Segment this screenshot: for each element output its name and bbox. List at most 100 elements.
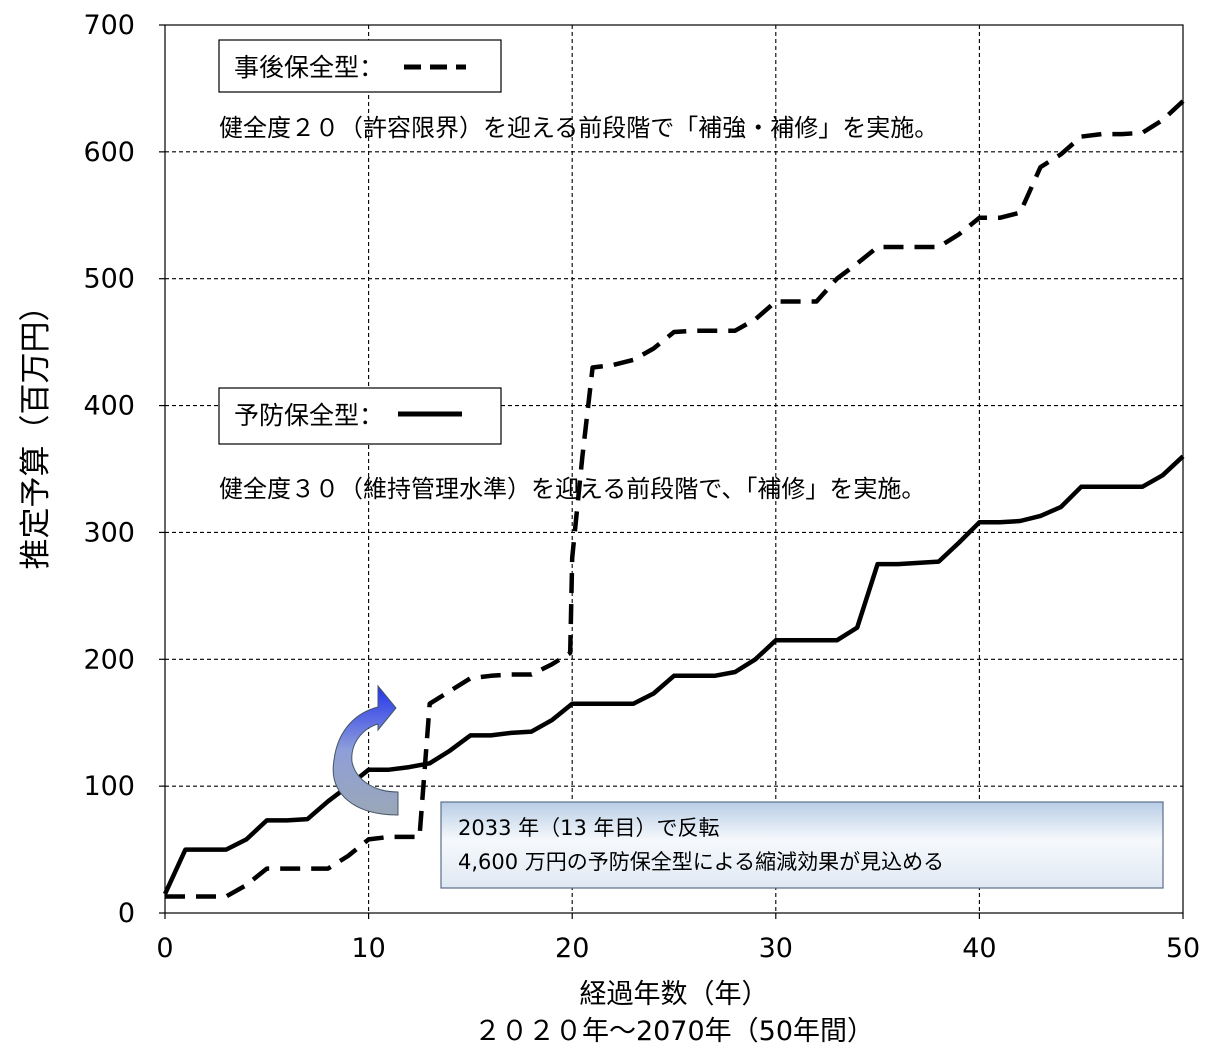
data-point — [530, 673, 534, 677]
data-point — [550, 718, 554, 722]
data-point — [387, 835, 391, 839]
data-point — [183, 848, 187, 852]
legend-label-prev: 予防保全型： — [234, 401, 384, 430]
data-point — [407, 835, 411, 839]
legend-box-post — [218, 39, 502, 93]
x-tick-label: 30 — [759, 933, 793, 964]
data-point — [611, 702, 615, 706]
data-point — [428, 761, 432, 765]
data-point — [1079, 135, 1083, 139]
data-point — [835, 277, 839, 281]
data-point — [387, 768, 391, 772]
data-point — [672, 330, 676, 334]
data-point — [692, 674, 696, 678]
data-point — [672, 674, 676, 678]
crossover-arrow-icon — [332, 684, 399, 816]
y-tick-label: 100 — [83, 771, 135, 802]
data-point — [407, 765, 411, 769]
data-point — [591, 702, 595, 706]
y-tick-label: 300 — [83, 517, 135, 548]
data-point — [509, 673, 513, 677]
y-tick-label: 600 — [83, 137, 135, 168]
x-tick-label: 0 — [156, 933, 173, 964]
data-point — [448, 689, 452, 693]
data-point — [418, 835, 422, 839]
data-point — [692, 329, 696, 333]
data-point — [916, 561, 920, 565]
y-tick-label: 0 — [118, 898, 135, 929]
data-point — [937, 245, 941, 249]
data-point — [1079, 485, 1083, 489]
crossover-note-line1: 2033 年（13 年目）で反転 — [458, 816, 720, 840]
data-point — [1018, 519, 1022, 523]
x-tick-label: 40 — [962, 933, 996, 964]
data-point — [224, 848, 228, 852]
data-point — [957, 541, 961, 545]
data-point — [183, 895, 187, 899]
data-point — [896, 562, 900, 566]
data-point — [815, 638, 819, 642]
data-point — [580, 454, 584, 458]
data-point — [794, 300, 798, 304]
data-point — [876, 562, 880, 566]
data-point — [937, 560, 941, 564]
data-point — [977, 520, 981, 524]
data-point — [550, 662, 554, 666]
data-point — [611, 363, 615, 367]
data-point — [998, 216, 1002, 220]
data-point — [1059, 505, 1063, 509]
x-axis-ticks: 0 10 20 30 40 50 — [156, 913, 1200, 964]
data-point — [448, 749, 452, 753]
data-point — [570, 556, 574, 560]
data-point — [713, 674, 717, 678]
data-point — [163, 892, 167, 896]
data-point — [876, 245, 880, 249]
data-point — [1140, 485, 1144, 489]
data-point — [428, 702, 432, 706]
data-point — [367, 768, 371, 772]
data-point — [244, 837, 248, 841]
data-point — [774, 638, 778, 642]
data-point — [652, 347, 656, 351]
x-axis-label: 経過年数（年） — [580, 979, 769, 1010]
data-point — [1161, 118, 1165, 122]
data-point — [1039, 165, 1043, 169]
y-tick-label: 700 — [83, 10, 135, 41]
data-point — [835, 638, 839, 642]
data-point — [530, 730, 534, 734]
x-tick-label: 50 — [1166, 933, 1200, 964]
data-point — [977, 216, 981, 220]
data-point — [998, 520, 1002, 524]
data-point — [1100, 132, 1104, 136]
data-point — [1161, 473, 1165, 477]
data-point — [306, 867, 310, 871]
series-line-post-maintenance — [165, 99, 1185, 899]
data-point — [224, 895, 228, 899]
data-point — [265, 818, 269, 822]
data-point — [1120, 485, 1124, 489]
data-point — [568, 651, 572, 655]
data-point — [468, 676, 472, 680]
data-point — [244, 883, 248, 887]
x-axis-sub-label: ２０２０年～2070年（50年間） — [474, 1016, 874, 1046]
data-point — [326, 867, 330, 871]
y-axis-label: 推定予算（百万円） — [18, 291, 54, 570]
x-tick-label: 10 — [351, 933, 385, 964]
data-point — [306, 817, 310, 821]
data-point — [896, 245, 900, 249]
y-tick-label: 400 — [83, 391, 135, 422]
legend-description-prev: 健全度３０（維持管理水準）を迎える前段階で、「補修」を実施。 — [219, 475, 925, 503]
data-point — [346, 854, 350, 858]
data-point — [774, 300, 778, 304]
data-point — [509, 731, 513, 735]
data-point — [652, 692, 656, 696]
data-point — [204, 848, 208, 852]
data-point — [631, 702, 635, 706]
data-point — [916, 245, 920, 249]
y-tick-label: 500 — [83, 264, 135, 295]
y-axis-ticks: 0 100 200 300 400 500 600 700 — [83, 10, 165, 929]
data-point — [713, 329, 717, 333]
data-point — [570, 702, 574, 706]
